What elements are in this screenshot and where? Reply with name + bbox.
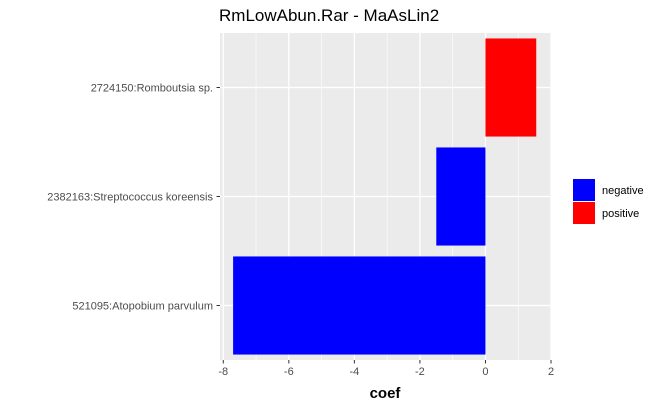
legend: negative positive: [573, 179, 644, 224]
x-tick-label: -6: [284, 366, 294, 378]
y-tick-label: 2382163:Streptococcus koreensis: [47, 192, 213, 204]
x-tick-label: 0: [482, 366, 488, 378]
y-axis: 521095:Atopobium parvulum 2382163:Strepto…: [47, 83, 220, 313]
legend-key-positive: [573, 202, 595, 224]
x-tick-label: 2: [548, 366, 554, 378]
chart-title: RmLowAbun.Rar - MaAsLin2: [219, 6, 439, 25]
legend-label-negative: negative: [602, 185, 644, 197]
bar: [436, 147, 486, 246]
x-tick-label: -4: [349, 366, 359, 378]
x-tick-label: -2: [415, 366, 425, 378]
y-tick-label: 2724150:Romboutsia sp.: [91, 83, 213, 95]
x-axis-title: coef: [370, 385, 402, 402]
y-tick-label: 521095:Atopobium parvulum: [72, 301, 213, 313]
x-tick-label: -8: [218, 366, 228, 378]
bar: [485, 38, 537, 137]
legend-label-positive: positive: [602, 208, 639, 220]
bars: [233, 38, 537, 355]
x-axis: -8 -6 -4 -2 0 2: [218, 360, 554, 378]
legend-key-negative: [573, 179, 595, 201]
bar: [233, 256, 486, 355]
